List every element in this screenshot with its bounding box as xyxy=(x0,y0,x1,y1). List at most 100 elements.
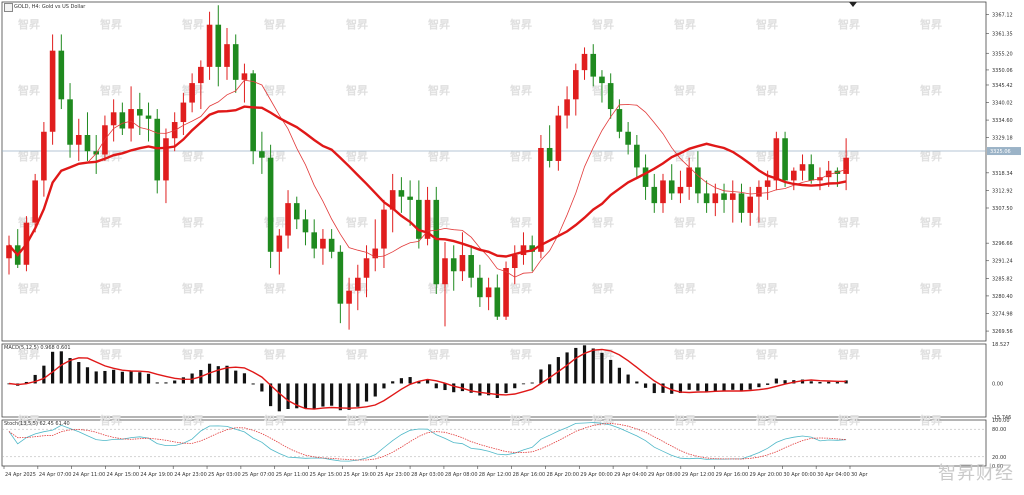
candle-body xyxy=(311,232,317,249)
watermark-tile: 智昇 xyxy=(510,149,532,163)
watermark-tile: 智昇 xyxy=(346,149,368,163)
macd-bar xyxy=(251,383,255,385)
macd-bar xyxy=(364,383,369,402)
time-tick-label: 24 Apr 07:00 xyxy=(39,472,72,478)
watermark-tile: 智昇 xyxy=(264,215,286,229)
macd-bar xyxy=(678,383,683,394)
time-tick-label: 28 Apr 12:00 xyxy=(479,472,512,478)
macd-bar xyxy=(530,382,534,384)
time-tick-label: 25 Apr 07:00 xyxy=(242,472,275,478)
macd-bar xyxy=(748,383,752,390)
candle-body xyxy=(677,186,684,194)
candle-body xyxy=(250,73,256,152)
price-tick-label: 3274.98 xyxy=(992,311,1013,317)
watermark-tile: 智昇 xyxy=(838,347,860,361)
time-tick-label: 28 Apr 08:00 xyxy=(445,472,478,478)
watermark-tile: 智昇 xyxy=(18,17,40,31)
macd-bar xyxy=(835,382,839,384)
candle-body xyxy=(215,24,222,67)
stoch-axis-label: 80.00 xyxy=(992,427,1006,433)
watermark-tile: 智昇 xyxy=(18,413,40,427)
watermark-tile: 智昇 xyxy=(674,83,696,97)
candle-body xyxy=(607,83,614,110)
watermark-tile: 智昇 xyxy=(182,149,204,163)
candle-body xyxy=(503,268,509,317)
macd-bar xyxy=(312,383,316,409)
candle-body xyxy=(224,44,230,67)
candle-body xyxy=(546,147,553,161)
watermark-tile: 智昇 xyxy=(674,281,696,295)
candle-body xyxy=(337,251,344,304)
stoch-panel-frame xyxy=(1,419,987,467)
time-tick-label: 29 Apr 16:00 xyxy=(716,472,749,478)
watermark-tile: 智昇 xyxy=(592,17,614,31)
candle-body xyxy=(163,138,169,181)
watermark-tile: 智昇 xyxy=(592,281,614,295)
candle-body xyxy=(241,73,248,80)
macd-bar xyxy=(382,383,386,389)
watermark-tile: 智昇 xyxy=(510,347,532,361)
candle-body xyxy=(189,83,195,103)
candle-body xyxy=(477,277,483,298)
candle-body xyxy=(791,170,797,181)
candle-body xyxy=(616,109,623,132)
candle-body xyxy=(372,248,379,259)
candle-body xyxy=(49,50,56,132)
macd-bar xyxy=(469,383,473,393)
candle-body xyxy=(320,238,326,249)
macd-bar xyxy=(112,369,116,384)
macd-bar xyxy=(146,373,151,384)
candle-body xyxy=(285,203,291,236)
candle-body xyxy=(198,66,204,84)
shift-marker-icon[interactable] xyxy=(849,2,857,7)
candle-body xyxy=(267,157,274,252)
macd-bar xyxy=(652,383,656,394)
watermark-tile: 智昇 xyxy=(264,17,286,31)
candle-body xyxy=(32,180,38,223)
price-tick-label: 3280.40 xyxy=(992,294,1013,300)
time-tick-label: 28 Apr 03:00 xyxy=(411,472,444,478)
time-tick-label: 30 Apr xyxy=(851,472,869,478)
time-tick-label: 29 Apr 08:00 xyxy=(648,472,681,478)
candle-body xyxy=(84,135,91,152)
time-tick-label: 29 Apr 00:00 xyxy=(580,472,613,478)
macd-bar xyxy=(295,383,299,409)
macd-bar xyxy=(513,383,517,389)
macd-bar xyxy=(269,383,273,407)
macd-bar xyxy=(487,383,491,396)
macd-bar xyxy=(705,383,709,393)
watermark-tile: 智昇 xyxy=(100,83,122,97)
candle-body xyxy=(729,193,736,200)
watermark-tile: 智昇 xyxy=(346,413,368,427)
symbol-icon[interactable] xyxy=(4,3,13,12)
macd-bar xyxy=(661,383,665,393)
candle-body xyxy=(555,115,562,161)
candle-body xyxy=(75,135,82,145)
macd-bar xyxy=(556,357,560,384)
candle-body xyxy=(468,255,474,278)
watermark-tile: 智昇 xyxy=(346,215,368,229)
macd-bar xyxy=(338,383,342,411)
macd-bar xyxy=(774,378,778,384)
watermark-tile: 智昇 xyxy=(510,413,532,427)
time-tick-label: 25 Apr 11:00 xyxy=(276,472,309,478)
time-tick-label: 24 Apr 15:00 xyxy=(107,472,140,478)
watermark-tile: 智昇 xyxy=(428,17,450,31)
candle-body xyxy=(145,115,152,119)
candle-body xyxy=(293,203,300,220)
price-tick-label: 3361.35 xyxy=(992,31,1013,37)
macd-axis-label: 0.00 xyxy=(992,381,1003,387)
time-tick-label: 29 Apr 12:00 xyxy=(682,472,715,478)
macd-bar xyxy=(844,380,848,384)
watermark-tile: 智昇 xyxy=(838,215,860,229)
watermark-tile: 智昇 xyxy=(100,281,122,295)
ma-slow-line xyxy=(8,105,847,258)
macd-bar xyxy=(399,378,403,384)
candle-body xyxy=(355,277,361,291)
macd-bar xyxy=(460,383,465,392)
macd-bar xyxy=(77,362,81,384)
watermark-tile: 智昇 xyxy=(182,413,204,427)
macd-bar xyxy=(452,383,456,393)
macd-bar xyxy=(443,383,447,391)
